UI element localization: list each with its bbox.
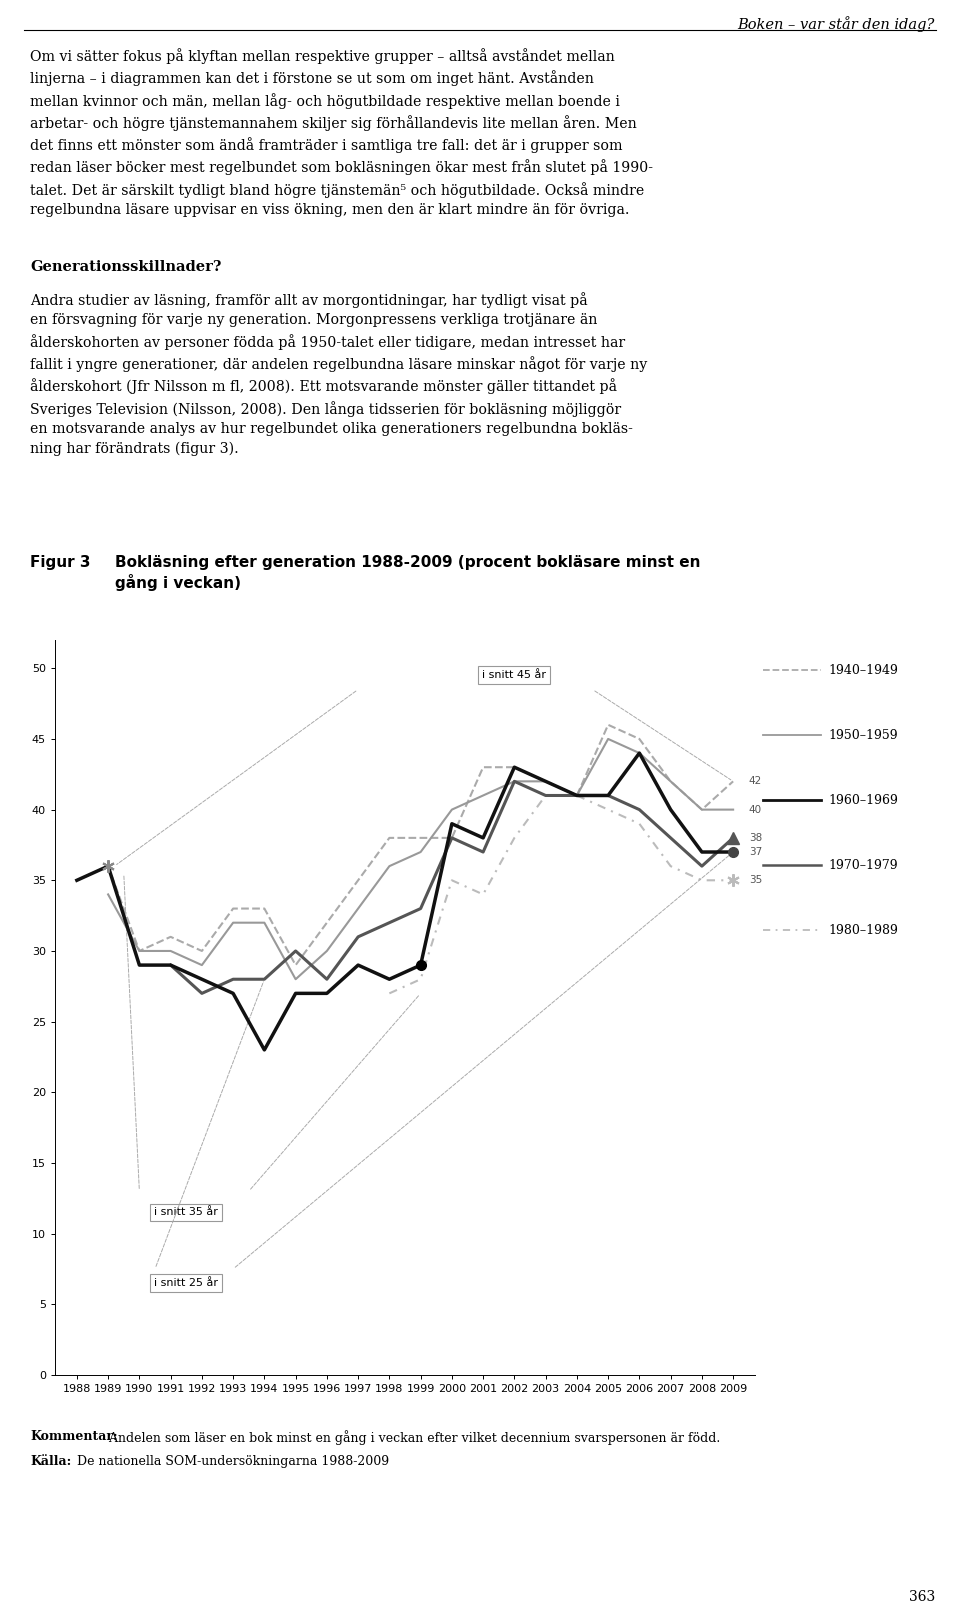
Text: i snitt 35 år: i snitt 35 år xyxy=(155,1207,218,1217)
Text: 1970–1979: 1970–1979 xyxy=(828,859,899,872)
Text: Bokläsning efter generation 1988-2009 (procent bokläsare minst en
gång i veckan): Bokläsning efter generation 1988-2009 (p… xyxy=(115,555,701,591)
Text: 42: 42 xyxy=(749,777,762,786)
Text: 1960–1969: 1960–1969 xyxy=(828,793,899,806)
Text: Om vi sätter fokus på klyftan mellan respektive grupper – alltså avståndet mella: Om vi sätter fokus på klyftan mellan res… xyxy=(30,49,653,217)
Text: Andelen som läser en bok minst en gång i veckan efter vilket decennium svarspers: Andelen som läser en bok minst en gång i… xyxy=(105,1430,720,1445)
Text: 35: 35 xyxy=(749,875,762,885)
Text: De nationella SOM-undersökningarna 1988-2009: De nationella SOM-undersökningarna 1988-… xyxy=(73,1455,389,1468)
Text: i snitt 45 år: i snitt 45 år xyxy=(482,670,546,680)
Text: 40: 40 xyxy=(749,804,762,814)
Text: Källa:: Källa: xyxy=(30,1455,71,1468)
Text: 37: 37 xyxy=(749,846,762,858)
Text: Generationsskillnader?: Generationsskillnader? xyxy=(30,260,222,273)
Text: 38: 38 xyxy=(749,833,762,843)
Text: i snitt 25 år: i snitt 25 år xyxy=(155,1278,218,1288)
Text: 1980–1989: 1980–1989 xyxy=(828,924,899,937)
Text: Figur 3: Figur 3 xyxy=(30,555,90,570)
Text: Andra studier av läsning, framför allt av morgontidningar, har tydligt visat på
: Andra studier av läsning, framför allt a… xyxy=(30,291,647,456)
Text: 1950–1959: 1950–1959 xyxy=(828,728,899,741)
Text: Boken – var står den idag?: Boken – var står den idag? xyxy=(737,16,935,32)
Text: 1940–1949: 1940–1949 xyxy=(828,663,899,676)
Text: 363: 363 xyxy=(909,1590,935,1603)
Text: Kommentar:: Kommentar: xyxy=(30,1430,118,1443)
